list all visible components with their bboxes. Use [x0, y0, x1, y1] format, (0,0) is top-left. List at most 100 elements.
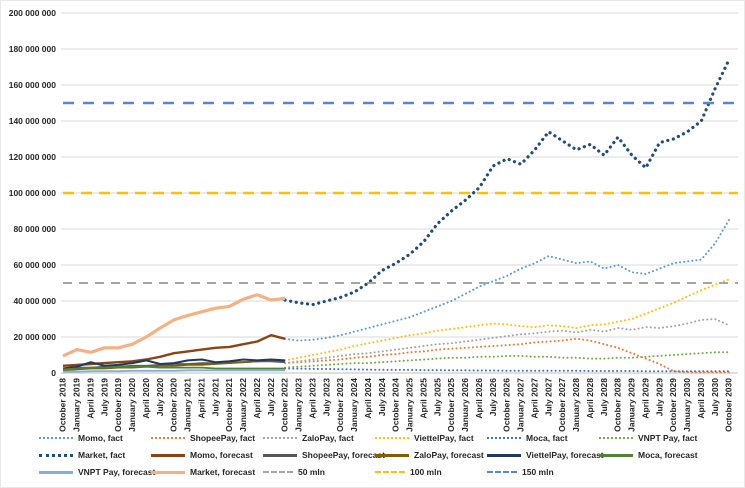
legend-marker-150-mln: [487, 471, 517, 473]
series-line-market-forecast: [62, 293, 286, 358]
legend-item-zalopay-forecast: ZaloPay, forecast: [375, 449, 487, 461]
y-axis-label: 100 000 000: [9, 188, 57, 198]
x-axis-label: July 2024: [377, 378, 387, 417]
legend-marker-viettelpay-forecast: [487, 453, 521, 457]
x-axis-label: January 2027: [516, 378, 526, 432]
x-axis-label: October 2023: [335, 378, 345, 432]
legend-item-vnpt-pay-forecast: VNPT Pay, forecast: [39, 466, 155, 478]
x-axis-label: July 2030: [710, 378, 720, 417]
x-axis-label: October 2025: [446, 378, 456, 432]
legend-marker-50-mln: [263, 471, 293, 473]
x-axis-label: October 2027: [557, 378, 567, 432]
series-line-vnpt-pay-forecast: [63, 369, 285, 373]
legend-marker-market-fact: [39, 453, 73, 457]
legend-item-shopeepay-fact: ShopeePay, fact: [151, 432, 263, 444]
legend-item-moca-fact: Moca, fact: [487, 432, 599, 444]
x-axis-label: October 2020: [169, 378, 179, 432]
legend-marker-momo-fact: [39, 437, 73, 439]
x-axis-label: July 2023: [321, 378, 331, 417]
series-line-moca-forecast: [62, 365, 285, 371]
series-line-moca-fact: [284, 367, 730, 373]
x-axis-label: October 2019: [113, 378, 123, 432]
x-axis-label: July 2029: [654, 378, 664, 417]
legend-label: VNPT Pay, fact: [638, 433, 698, 443]
legend-marker-momo-forecast: [151, 453, 185, 457]
x-axis-label: October 2026: [502, 378, 512, 432]
x-axis-label: January 2023: [294, 378, 304, 432]
series-line-vnpt-pay-fact: [284, 351, 730, 369]
x-axis-label: April 2024: [363, 378, 373, 419]
x-axis-label: January 2022: [238, 378, 248, 432]
legend-item-100-mln: 100 mln: [375, 466, 487, 478]
y-axis-label: 160 000 000: [9, 80, 57, 90]
series-line-market-fact: [283, 58, 731, 307]
legend-marker-shopeepay-forecast: [263, 453, 297, 457]
legend-item-viettelpay-forecast: ViettelPay, forecast: [487, 449, 604, 461]
x-axis-label: January 2021: [183, 378, 193, 432]
legend-marker-shopeepay-fact: [151, 437, 185, 439]
series-line-zalopay-fact: [284, 318, 730, 365]
x-axis-label: October 2030: [724, 378, 734, 432]
series-line-viettelpay-fact: [284, 278, 730, 362]
x-axis-label: October 2029: [668, 378, 678, 432]
legend-item-viettelpay-fact: ViettelPay, fact: [375, 432, 487, 444]
legend-marker-zalopay-forecast: [375, 453, 409, 457]
x-axis-label: January 2028: [571, 378, 581, 432]
legend-marker-viettelpay-fact: [375, 437, 409, 439]
series-line-viettelpay-forecast: [62, 358, 286, 370]
legend-marker-100-mln: [375, 471, 405, 473]
x-axis-label: October 2021: [224, 378, 234, 432]
x-axis-label: July 2020: [155, 378, 165, 417]
x-axis-label: April 2026: [474, 378, 484, 419]
y-axis-label: 80 000 000: [13, 224, 56, 234]
legend-marker-moca-forecast: [599, 453, 633, 457]
x-axis-label: January 2029: [627, 378, 637, 432]
y-axis-label: 60 000 000: [13, 260, 56, 270]
legend-label: ShopeePay, forecast: [302, 450, 385, 460]
x-axis-label: July 2027: [543, 378, 553, 417]
legend-label: ZaloPay, forecast: [414, 450, 484, 460]
x-axis-label: October 2022: [280, 378, 290, 432]
line-chart-canvas: 200 000 000 180 000 000 160 000 000 140 000…: [9, 8, 738, 432]
legend-item-market-fact: Market, fact: [39, 449, 151, 461]
x-axis-label: January 2030: [682, 378, 692, 432]
series-line-momo-forecast: [62, 334, 286, 367]
legend-item-moca-forecast: Moca, forecast: [599, 449, 711, 461]
y-axis-label: 200 000 000: [9, 8, 57, 18]
x-axis-label: July 2028: [599, 378, 609, 417]
legend-marker-vnpt-pay-forecast: [39, 470, 73, 474]
legend-label: Moca, fact: [526, 433, 568, 443]
legend-label: 150 mln: [522, 467, 554, 477]
x-axis-label: April 2030: [696, 378, 706, 419]
y-axis-label: 0: [51, 368, 56, 378]
x-axis-label: January 2024: [349, 378, 359, 432]
x-axis-label: July 2021: [210, 378, 220, 417]
legend-label: 100 mln: [410, 467, 442, 477]
x-axis-label: April 2027: [529, 378, 539, 419]
legend-item-market-forecast: Market, forecast: [151, 466, 263, 478]
y-axis-label: 140 000 000: [9, 116, 57, 126]
x-axis-label: January 2026: [460, 378, 470, 432]
legend-item-vnpt-pay-fact: VNPT Pay, fact: [599, 432, 711, 444]
x-axis-label: April 2025: [418, 378, 428, 419]
legend-label: Momo, forecast: [190, 450, 253, 460]
chart-legend: Momo, fact ShopeePay, fact ZaloPay, fact Vi…: [1, 432, 744, 478]
x-axis-label: July 2022: [266, 378, 276, 417]
y-axis-label: 20 000 000: [13, 332, 56, 342]
y-axis-label: 120 000 000: [9, 152, 57, 162]
x-axis-label: April 2020: [141, 378, 151, 419]
x-axis-label: April 2023: [307, 378, 317, 419]
legend-label: Moca, forecast: [638, 450, 698, 460]
legend-label: Market, fact: [78, 450, 126, 460]
legend-marker-moca-fact: [487, 437, 521, 439]
x-axis-label: July 2026: [488, 378, 498, 417]
legend-item-50-mln: 50 mln: [263, 466, 375, 478]
x-axis-label: July 2025: [432, 378, 442, 417]
y-axis-label: 40 000 000: [13, 296, 56, 306]
legend-label: ShopeePay, fact: [190, 433, 256, 443]
legend-item-zalopay-fact: ZaloPay, fact: [263, 432, 375, 444]
legend-item-momo-fact: Momo, fact: [39, 432, 151, 444]
legend-item-momo-forecast: Momo, forecast: [151, 449, 263, 461]
legend-marker-vnpt-pay-fact: [599, 437, 633, 439]
